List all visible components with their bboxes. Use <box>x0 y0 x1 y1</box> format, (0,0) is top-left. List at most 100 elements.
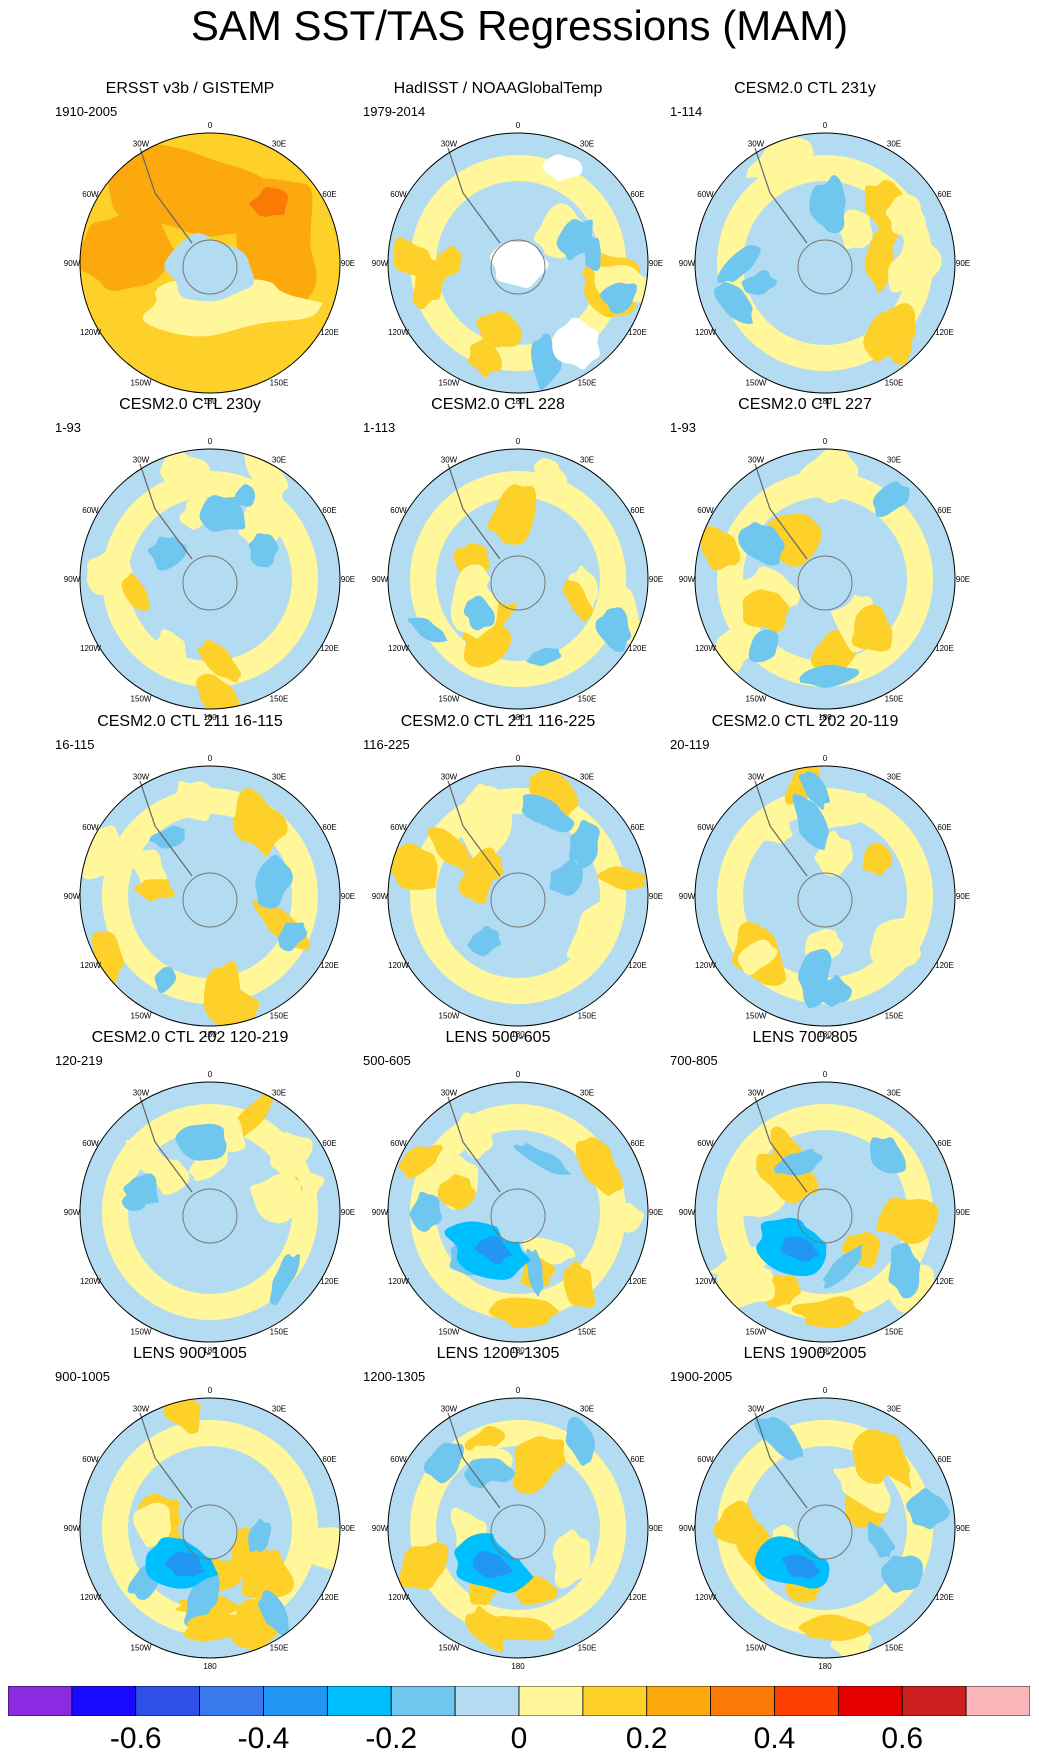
coastline <box>139 1412 193 1509</box>
longitude-label: 30W <box>748 1404 765 1413</box>
colorbar-swatch <box>582 1685 648 1717</box>
longitude-label: 0 <box>823 1070 828 1079</box>
anomaly-region <box>248 533 279 568</box>
coastline <box>754 1412 808 1509</box>
panel-period: 16-115 <box>55 737 95 752</box>
anomaly-region <box>407 617 448 643</box>
longitude-label: 30E <box>580 455 594 464</box>
anomaly-region <box>798 1614 872 1641</box>
panel-title: CESM2.0 CTL 211 116-225 <box>400 713 596 730</box>
anomaly-region <box>125 1139 179 1184</box>
anomaly-region <box>869 1137 906 1174</box>
longitude-label: 90E <box>649 892 663 901</box>
colorbar-tick-label: -0.6 <box>109 1722 162 1755</box>
anomaly-region <box>512 1436 566 1494</box>
longitude-label: 150E <box>270 695 289 704</box>
longitude-label: 30E <box>580 139 594 148</box>
longitude-label: 0 <box>823 1386 828 1395</box>
longitude-label: 150W <box>131 1328 152 1337</box>
coastline <box>797 239 853 295</box>
longitude-label: 0 <box>208 1070 213 1079</box>
anomaly-region <box>257 1590 290 1637</box>
longitude-label: 90W <box>64 1208 81 1217</box>
anomaly-region <box>476 310 523 348</box>
longitude-label: 30W <box>441 1404 458 1413</box>
anomaly-region <box>867 1521 896 1558</box>
longitude-label: 60E <box>937 1455 951 1464</box>
longitude-label: 90W <box>64 892 81 901</box>
anomaly-region <box>556 218 593 261</box>
longitude-label: 90W <box>372 575 389 584</box>
map-panel: CESM2.0 CTL 230y 1-93 0 30E 60E 90E 120E 150E 18… <box>40 396 355 722</box>
anomaly-region <box>562 579 594 623</box>
longitude-label: 60E <box>630 506 644 515</box>
longitude-label: 90W <box>679 892 696 901</box>
longitude-label: 120W <box>695 328 716 337</box>
longitude-label: 30E <box>580 772 594 781</box>
map-boundary <box>387 765 649 1027</box>
polar-map: 0 30E 60E 90E 120E 150E 180 150W 120W 90W 60W 30W <box>372 1386 663 1671</box>
map-boundary <box>387 132 649 394</box>
map-boundary <box>694 1397 956 1659</box>
longitude-label: 60E <box>322 1139 336 1148</box>
longitude-label: 90E <box>956 1524 970 1533</box>
anomaly-region <box>552 1529 591 1589</box>
longitude-label: 150W <box>746 1328 767 1337</box>
anomaly-region <box>799 664 860 688</box>
longitude-label: 0 <box>208 754 213 763</box>
longitude-label: 90W <box>679 1208 696 1217</box>
longitude-label: 120W <box>695 1593 716 1602</box>
longitude-label: 30E <box>272 455 286 464</box>
longitude-label: 120E <box>628 644 647 653</box>
longitude-label: 60E <box>322 1455 336 1464</box>
longitude-label: 90E <box>649 1524 663 1533</box>
longitude-label: 30W <box>441 455 458 464</box>
longitude-label: 60W <box>82 1139 99 1148</box>
longitude-label: 90E <box>649 259 663 268</box>
panel-period: 1200-1305 <box>363 1369 426 1384</box>
anomaly-region <box>757 810 793 845</box>
map-panel: CESM2.0 CTL 211 16-115 16-115 0 30E 60E 90E 12… <box>40 713 355 1039</box>
longitude-label: 150W <box>439 1644 460 1653</box>
panel-period: 700-805 <box>670 1053 718 1068</box>
longitude-label: 60W <box>697 1139 714 1148</box>
longitude-label: 90E <box>341 892 355 901</box>
longitude-label: 90E <box>956 575 970 584</box>
longitude-label: 30W <box>133 139 150 148</box>
anomaly-region <box>398 1144 444 1179</box>
anomaly-region <box>133 1502 171 1548</box>
longitude-label: 30E <box>272 1088 286 1097</box>
map-panel: LENS 900-1005 900-1005 0 30E 60E 90E 120E 150E 1… <box>40 1345 355 1671</box>
anomaly-region <box>184 1573 220 1630</box>
anomaly-region <box>567 899 609 960</box>
anomaly-region <box>822 1244 863 1289</box>
colorbar-swatch <box>390 1685 456 1717</box>
coastline <box>139 1096 193 1193</box>
panel-title: LENS 1200-1305 <box>436 1345 560 1362</box>
longitude-label: 180 <box>511 1662 525 1671</box>
longitude-label: 150E <box>885 379 904 388</box>
anomaly-region <box>862 842 892 876</box>
panel-title: LENS 900-1005 <box>133 1345 247 1362</box>
anomaly-region <box>160 449 212 499</box>
map-panel: CESM2.0 CTL 231y 1-114 0 30E 60E 90E 120E 150E 1… <box>655 80 970 406</box>
longitude-label: 120W <box>80 644 101 653</box>
page-title: SAM SST/TAS Regressions (MAM) <box>190 2 849 49</box>
anomaly-region <box>816 792 870 829</box>
colorbar-tick-label: -0.4 <box>237 1722 290 1755</box>
longitude-label: 150E <box>578 1644 597 1653</box>
colorbar-swatch <box>326 1685 392 1717</box>
longitude-label: 90E <box>956 259 970 268</box>
map-boundary <box>79 448 341 710</box>
anomaly-region <box>575 1137 623 1196</box>
map-panel: HadISST / NOAAGlobalTemp 1979-2014 0 30E 60E… <box>348 80 663 406</box>
longitude-label: 120W <box>388 644 409 653</box>
longitude-label: 120W <box>388 1593 409 1602</box>
longitude-label: 30E <box>887 1404 901 1413</box>
longitude-label: 30W <box>748 139 765 148</box>
coastline <box>182 239 238 295</box>
coastline <box>182 1504 238 1560</box>
longitude-label: 120E <box>935 644 954 653</box>
longitude-label: 90E <box>341 1208 355 1217</box>
anomaly-region <box>522 1237 576 1265</box>
